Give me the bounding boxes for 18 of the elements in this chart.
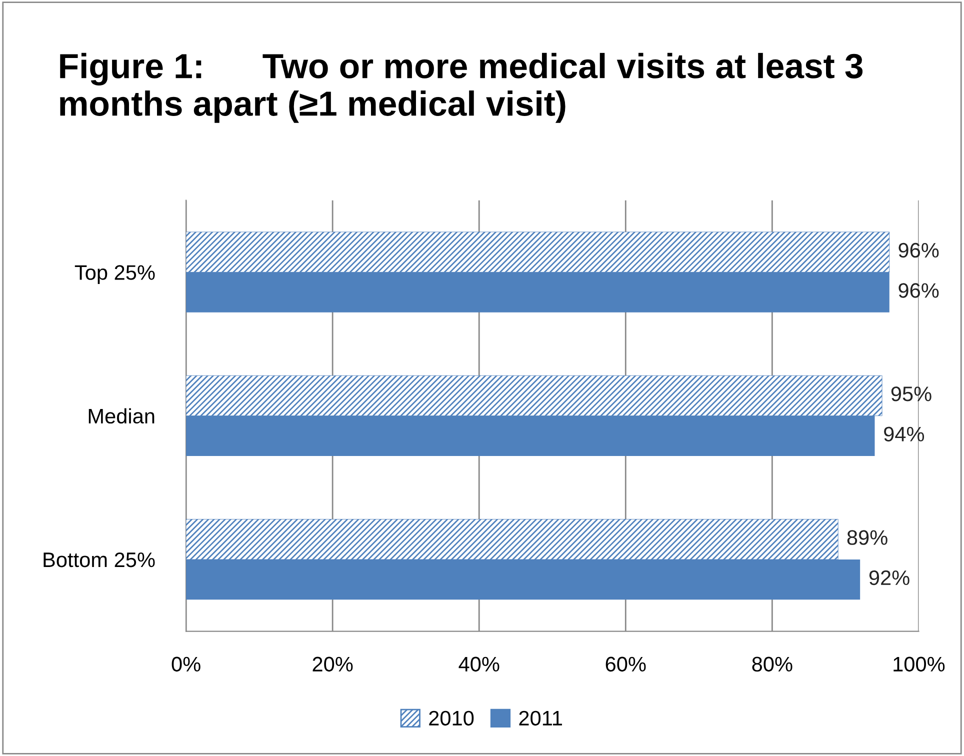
y-tick-label: Bottom 25% (44, 552, 155, 568)
x-tick-label: 40% (458, 656, 500, 672)
y-tick-label: Top 25% (74, 265, 155, 284)
data-label: 92% (869, 570, 910, 586)
x-tick-label: 100% (894, 656, 945, 672)
x-tick-label: 0% (172, 656, 200, 672)
legend-label: 2011 (519, 710, 562, 726)
data-label: 96% (898, 283, 939, 298)
data-label: 95% (891, 386, 932, 402)
x-tick-label: 80% (752, 656, 792, 672)
data-label: 96% (898, 242, 939, 258)
chart-title: Figure 1: Two or more medical visits at least 3 months apart (≥1 medical visit) (60, 52, 863, 123)
legend-label: 2010 (429, 710, 474, 726)
data-label: 94% (884, 426, 924, 442)
data-label: 89% (847, 530, 888, 545)
y-tick-label: Median (88, 408, 154, 424)
x-tick-label: 20% (312, 656, 353, 672)
x-tick-label: 60% (606, 656, 646, 672)
